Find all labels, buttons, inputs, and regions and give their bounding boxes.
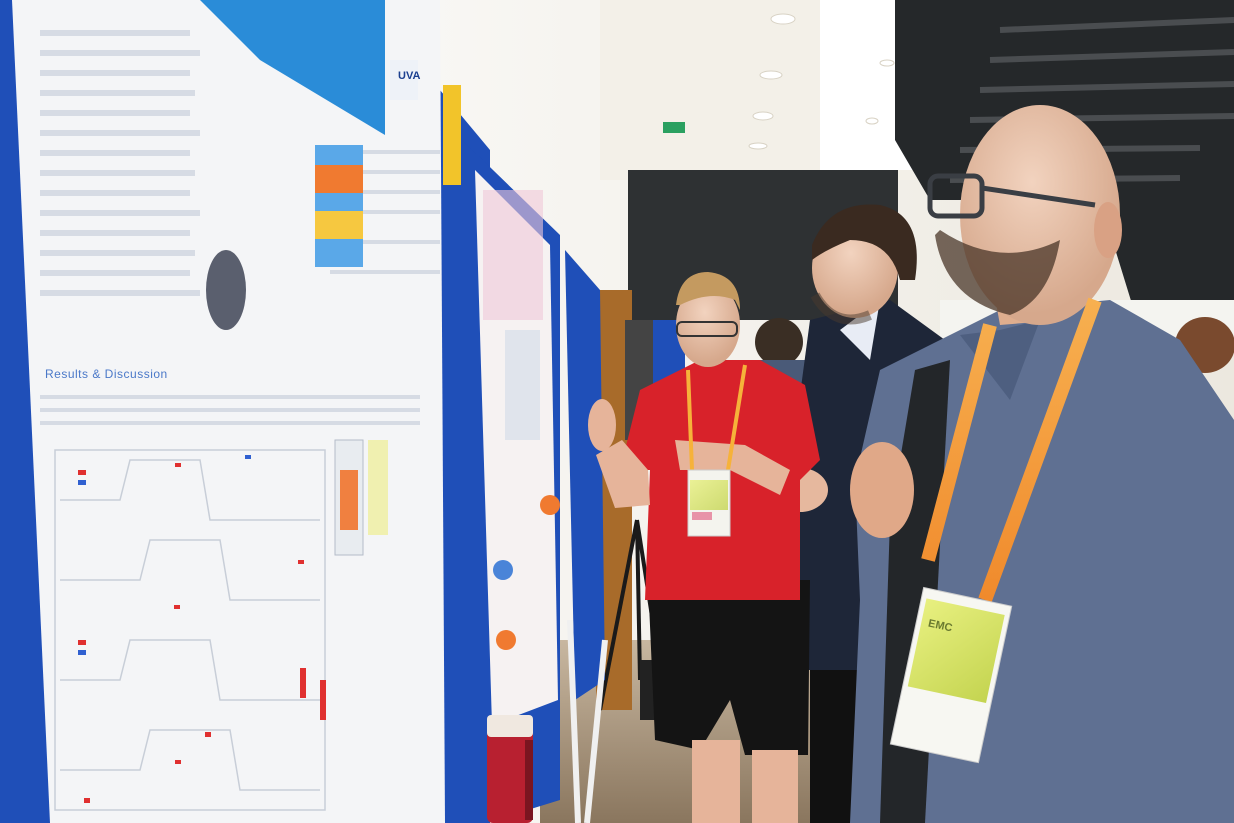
sticky-note — [443, 85, 461, 185]
poster-middle-header — [483, 190, 543, 320]
logo-block — [390, 60, 418, 100]
exit-sign — [663, 122, 685, 133]
background-head — [755, 318, 803, 366]
poster-left-content — [40, 30, 440, 425]
poster-section-heading: Results & Discussion — [45, 367, 168, 381]
poster-logo: UVA — [398, 70, 421, 82]
poster-left-graphs — [54, 449, 326, 811]
poster-middle-content — [493, 330, 560, 650]
person-blue-polo — [850, 105, 1234, 823]
red-bottle — [487, 715, 533, 823]
ceiling-lights — [748, 13, 895, 150]
poster-left-header — [200, 0, 385, 135]
poster-left-color-chart — [315, 145, 363, 267]
board-legs — [567, 619, 608, 823]
poster-left-markers — [78, 455, 326, 803]
poster-left-figure — [206, 250, 388, 556]
poster-board-right — [565, 250, 605, 700]
person-red-shirt — [588, 272, 820, 823]
